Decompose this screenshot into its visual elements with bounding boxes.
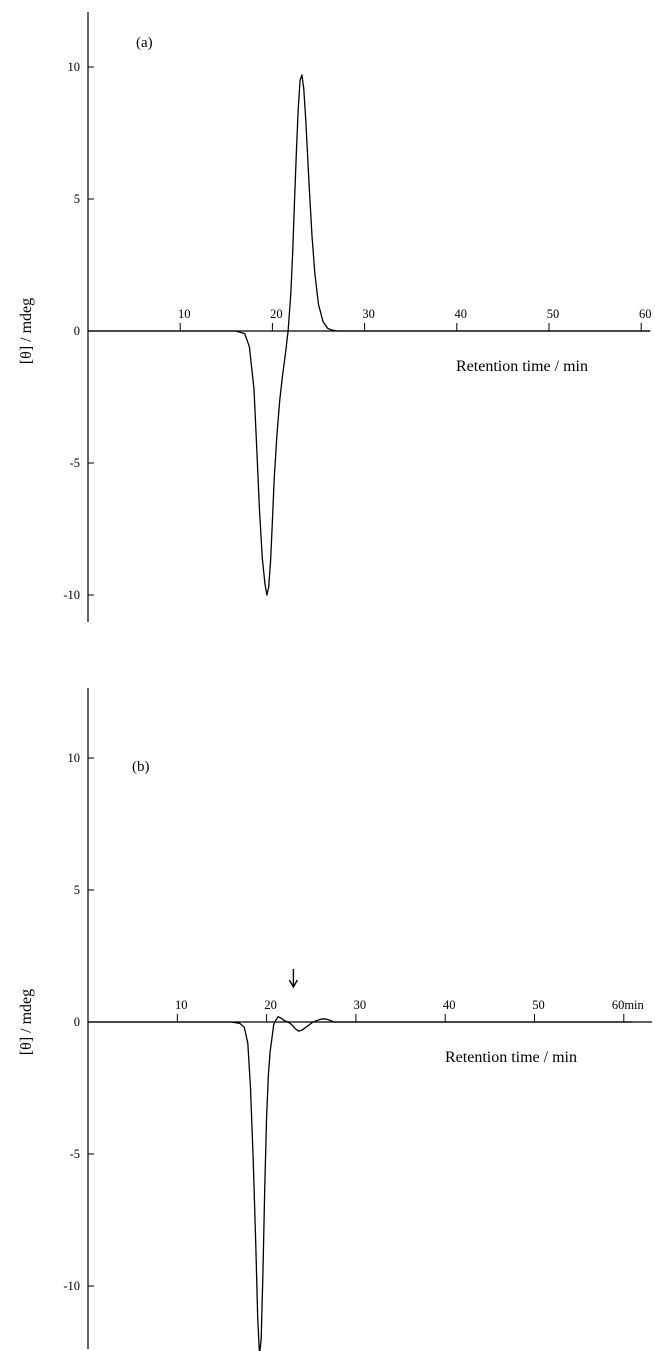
y-tick-label: 0	[74, 324, 80, 338]
cd-trace-line	[88, 74, 651, 596]
x-tick-group: 10 20 30 40 50 60min	[175, 998, 645, 1022]
panel-label: (a)	[136, 35, 153, 51]
y-axis-title: [θ] / mdeg	[18, 989, 35, 1055]
x-tick-group: 10 20 30 40 50 60	[178, 307, 652, 331]
y-tick-label: 10	[68, 751, 81, 765]
x-tick-label: 10	[175, 998, 188, 1012]
x-tick-label: 30	[354, 998, 367, 1012]
x-tick-label: 50	[547, 307, 560, 321]
x-tick-label: 60min	[612, 998, 645, 1012]
x-axis-title: Retention time / min	[445, 1049, 577, 1066]
y-tick-label: -10	[63, 588, 80, 602]
arrow-head	[288, 979, 298, 989]
x-tick-label: 50	[532, 998, 545, 1012]
x-tick-label: 20	[264, 998, 277, 1012]
x-tick-label: 40	[443, 998, 456, 1012]
x-tick-label: 10	[178, 307, 191, 321]
y-tick-group: 10 5 0 -5 -10	[63, 751, 94, 1293]
x-tick-label: 60	[639, 307, 652, 321]
x-tick-label: 30	[362, 307, 375, 321]
panel-b: (b) [θ] / mdeg Retention time / min 10 20…	[18, 688, 652, 1351]
y-tick-label: -5	[70, 456, 80, 470]
y-tick-label: 10	[68, 60, 81, 74]
y-tick-label: 5	[74, 192, 80, 206]
x-tick-label: 40	[455, 307, 468, 321]
panel-a: (a) [θ] / mdeg Retention time / min 10 20…	[18, 12, 651, 622]
y-tick-label: 5	[74, 883, 80, 897]
panel-label: (b)	[132, 759, 150, 775]
y-tick-label: -10	[63, 1279, 80, 1293]
x-axis-title: Retention time / min	[456, 358, 588, 375]
y-tick-label: -5	[70, 1147, 80, 1161]
y-axis-title: [θ] / mdeg	[18, 298, 35, 364]
arrow-marker	[288, 969, 298, 989]
x-tick-label: 20	[270, 307, 283, 321]
y-tick-label: 0	[74, 1015, 80, 1029]
cd-trace-line	[88, 1016, 633, 1351]
